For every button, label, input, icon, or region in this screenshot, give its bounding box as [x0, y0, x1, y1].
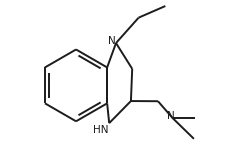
Text: N: N	[167, 111, 175, 121]
Text: HN: HN	[92, 125, 108, 135]
Text: N: N	[108, 36, 116, 46]
